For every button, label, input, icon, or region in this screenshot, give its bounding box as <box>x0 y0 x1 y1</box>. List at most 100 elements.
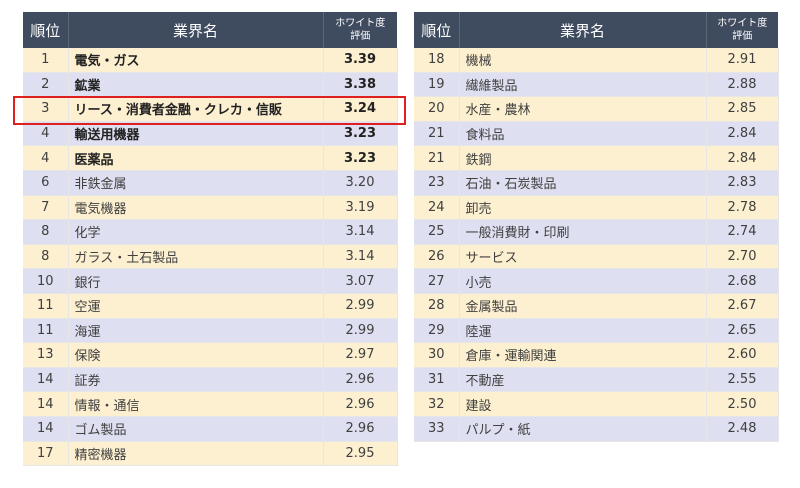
table-row: 21 食料品 2.84 <box>414 121 779 147</box>
rank-cell: 25 <box>414 219 460 245</box>
score-cell: 2.96 <box>323 391 398 417</box>
score-cell: 3.20 <box>323 170 398 196</box>
industry-name-cell: 電気機器 <box>68 195 324 221</box>
score-cell: 2.99 <box>323 318 398 344</box>
industry-name-cell: ガラス・土石製品 <box>68 244 324 270</box>
industry-name-cell: 石油・石炭製品 <box>459 170 707 196</box>
score-header-line1: ホワイト度 <box>717 18 768 29</box>
industry-name-cell: 精密機器 <box>68 441 324 467</box>
rank-cell: 14 <box>23 367 69 393</box>
score-cell: 2.96 <box>323 416 398 442</box>
ranking-table-left: 順位 業界名 ホワイト度 評価 1 電気・ガス 3.39 2 鉱業 3.38 3 リース・消費者… <box>23 12 398 467</box>
industry-name-cell: パルプ・紙 <box>459 416 707 442</box>
score-cell: 2.97 <box>323 342 398 368</box>
industry-name-cell: 小売 <box>459 268 707 294</box>
table-row: 24 卸売 2.78 <box>414 195 779 221</box>
industry-name-cell: 空運 <box>68 293 324 319</box>
table-row: 14 証券 2.96 <box>23 367 398 393</box>
score-cell: 3.23 <box>323 145 398 171</box>
table-row: 4 医薬品 3.23 <box>23 145 398 171</box>
score-cell: 2.96 <box>323 367 398 393</box>
score-cell: 2.68 <box>706 268 779 294</box>
score-cell: 2.55 <box>706 367 779 393</box>
rank-cell: 23 <box>414 170 460 196</box>
rank-cell: 18 <box>414 48 460 73</box>
score-header-line2: 評価 <box>350 31 371 42</box>
industry-name-cell: 電気・ガス <box>68 48 324 73</box>
industry-name-cell: 繊維製品 <box>459 72 707 98</box>
table-row: 31 不動産 2.55 <box>414 367 779 393</box>
score-cell: 2.99 <box>323 293 398 319</box>
rank-cell: 24 <box>414 195 460 221</box>
industry-name-cell: 金属製品 <box>459 293 707 319</box>
rank-cell: 8 <box>23 244 69 270</box>
industry-name-cell: 水産・農林 <box>459 96 707 122</box>
table-row: 21 鉄鋼 2.84 <box>414 145 779 171</box>
table-row: 33 パルプ・紙 2.48 <box>414 416 779 442</box>
score-cell: 3.38 <box>323 72 398 98</box>
score-cell: 2.91 <box>706 48 779 73</box>
score-header: ホワイト度 評価 <box>706 12 778 48</box>
table-row: 25 一般消費財・印刷 2.74 <box>414 219 779 245</box>
score-cell: 2.65 <box>706 318 779 344</box>
score-header: ホワイト度 評価 <box>323 12 397 48</box>
table-row: 7 電気機器 3.19 <box>23 195 398 221</box>
industry-name-cell: 食料品 <box>459 121 707 147</box>
score-cell: 2.78 <box>706 195 779 221</box>
ranking-table-right: 順位 業界名 ホワイト度 評価 18 機械 2.91 19 繊維製品 2.88 20 水産・農林… <box>414 12 779 442</box>
rank-cell: 14 <box>23 391 69 417</box>
industry-name-cell: サービス <box>459 244 707 270</box>
score-cell: 2.88 <box>706 72 779 98</box>
rank-cell: 6 <box>23 170 69 196</box>
score-cell: 3.14 <box>323 219 398 245</box>
table-row: 26 サービス 2.70 <box>414 244 779 270</box>
score-cell: 2.84 <box>706 145 779 171</box>
rank-cell: 31 <box>414 367 460 393</box>
rank-cell: 8 <box>23 219 69 245</box>
ranking-table-left-body: 1 電気・ガス 3.39 2 鉱業 3.38 3 リース・消費者金融・クレカ・信販 3.24 4 輸… <box>23 48 398 467</box>
rank-cell: 4 <box>23 121 69 147</box>
table-row: 14 ゴム製品 2.96 <box>23 416 398 442</box>
industry-name-cell: 海運 <box>68 318 324 344</box>
score-cell: 2.83 <box>706 170 779 196</box>
score-cell: 2.67 <box>706 293 779 319</box>
score-cell: 2.74 <box>706 219 779 245</box>
rank-cell: 10 <box>23 268 69 294</box>
industry-name-cell: 輸送用機器 <box>68 121 324 147</box>
table-header-row: 順位 業界名 ホワイト度 評価 <box>23 12 397 48</box>
table-row: 1 電気・ガス 3.39 <box>23 48 398 73</box>
industry-name-cell: 証券 <box>68 367 324 393</box>
rank-cell: 21 <box>414 145 460 171</box>
industry-name-cell: 保険 <box>68 342 324 368</box>
score-header-line1: ホワイト度 <box>335 18 386 29</box>
industry-name-cell: 陸運 <box>459 318 707 344</box>
industry-name-cell: 非鉄金属 <box>68 170 324 196</box>
rank-cell: 33 <box>414 416 460 442</box>
rank-cell: 7 <box>23 195 69 221</box>
rank-cell: 4 <box>23 145 69 171</box>
rank-cell: 26 <box>414 244 460 270</box>
rank-cell: 17 <box>23 441 69 467</box>
table-row: 18 機械 2.91 <box>414 48 779 73</box>
table-row: 28 金属製品 2.67 <box>414 293 779 319</box>
score-cell: 3.14 <box>323 244 398 270</box>
table-header-row: 順位 業界名 ホワイト度 評価 <box>414 12 778 48</box>
rank-cell: 20 <box>414 96 460 122</box>
rank-cell: 2 <box>23 72 69 98</box>
table-row: 11 海運 2.99 <box>23 318 398 344</box>
table-row: 20 水産・農林 2.85 <box>414 96 779 122</box>
industry-name-cell: 一般消費財・印刷 <box>459 219 707 245</box>
industry-name-cell: 医薬品 <box>68 145 324 171</box>
table-row: 8 化学 3.14 <box>23 219 398 245</box>
table-row: 13 保険 2.97 <box>23 342 398 368</box>
industry-name-cell: 銀行 <box>68 268 324 294</box>
table-row: 27 小売 2.68 <box>414 268 779 294</box>
industry-name-cell: リース・消費者金融・クレカ・信販 <box>68 96 324 122</box>
score-cell: 3.07 <box>323 268 398 294</box>
table-row: 32 建設 2.50 <box>414 391 779 417</box>
table-row: 4 輸送用機器 3.23 <box>23 121 398 147</box>
rank-header: 順位 <box>23 12 69 48</box>
score-cell: 3.23 <box>323 121 398 147</box>
rank-cell: 11 <box>23 293 69 319</box>
rank-cell: 27 <box>414 268 460 294</box>
